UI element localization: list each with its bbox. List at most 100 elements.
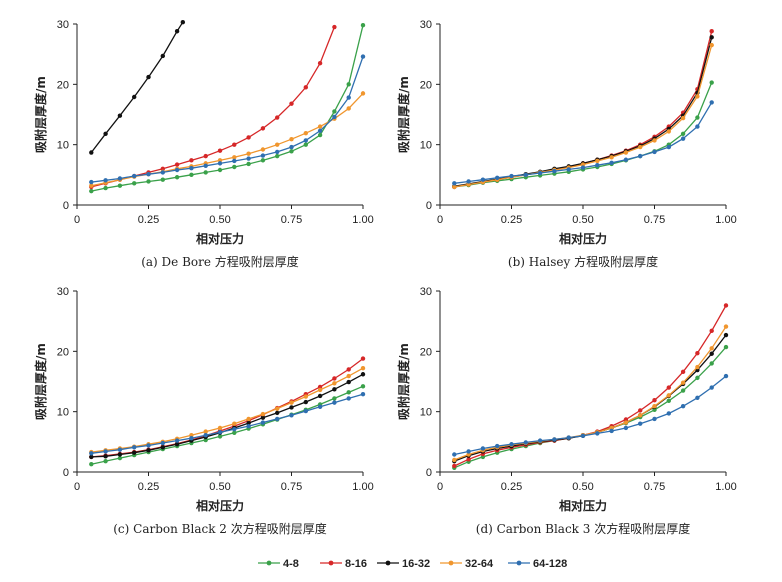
data-point: [509, 173, 514, 179]
x-tick-label: 1.00: [352, 481, 373, 493]
series-line: [454, 346, 727, 469]
x-tick-label: 0.75: [281, 214, 302, 226]
data-point: [638, 421, 643, 426]
x-tick-label: 0.50: [572, 481, 593, 493]
data-point: [146, 172, 151, 177]
legend-item-32-64: 32-64: [440, 558, 494, 570]
data-point: [232, 158, 237, 164]
x-tick-label: 0: [74, 481, 80, 493]
legend-marker: [385, 560, 391, 566]
data-point: [217, 167, 223, 173]
data-point: [160, 440, 165, 446]
data-point: [360, 384, 366, 389]
data-point: [537, 170, 543, 176]
data-point: [89, 179, 94, 185]
data-point: [132, 173, 137, 179]
series-64-128: [89, 391, 366, 456]
data-point: [174, 162, 180, 167]
data-point: [666, 398, 671, 404]
data-point: [580, 162, 586, 167]
data-point: [89, 188, 94, 194]
data-point: [289, 149, 294, 154]
data-point: [160, 166, 165, 171]
chart-caption: (b) Halsey 方程吸附层厚度: [508, 254, 658, 269]
data-point: [189, 436, 194, 441]
data-point: [680, 380, 686, 385]
data-point: [638, 408, 643, 413]
data-point: [552, 169, 557, 174]
data-point: [709, 328, 714, 334]
data-point: [89, 451, 94, 456]
data-point: [638, 144, 643, 150]
data-point: [666, 385, 671, 390]
series-line: [91, 358, 364, 458]
data-point: [360, 356, 366, 361]
data-point: [260, 147, 266, 152]
data-point: [695, 395, 700, 400]
y-tick-label: 20: [420, 79, 432, 91]
data-point: [652, 407, 657, 413]
legend-marker: [266, 560, 272, 566]
x-tick-label: 1.00: [352, 214, 373, 226]
data-point: [246, 416, 251, 422]
legend-label: 4-8: [283, 558, 299, 570]
data-point: [174, 175, 180, 180]
data-point: [132, 445, 137, 450]
legend-label: 16-32: [402, 558, 430, 570]
data-point: [103, 178, 108, 183]
data-point: [246, 420, 251, 426]
x-tick-label: 0.50: [209, 481, 230, 493]
data-point: [360, 54, 366, 59]
chart-panel-4: 0 0.25 0.50 0.75 1.00 0 10 20 30 相对压力 吸附层厚度/m (d) C…: [396, 286, 737, 536]
series-line: [454, 326, 727, 461]
y-tick-label: 20: [57, 346, 69, 358]
series-line: [91, 367, 364, 453]
data-point: [117, 176, 123, 181]
data-point: [246, 423, 251, 429]
data-point: [117, 452, 123, 457]
data-point: [332, 387, 337, 392]
series-4-8: [89, 23, 366, 194]
data-point: [623, 157, 629, 162]
data-point: [160, 177, 165, 182]
data-point: [303, 85, 308, 90]
data-point: [89, 183, 94, 188]
data-point: [232, 142, 237, 147]
data-point: [317, 124, 323, 129]
data-point: [275, 115, 280, 120]
y-tick-label: 30: [57, 286, 69, 298]
data-point: [246, 161, 251, 167]
data-point: [89, 454, 94, 460]
legend-item-8-16: 8-16: [320, 558, 367, 570]
legend-label: 32-64: [465, 558, 494, 570]
series-line: [91, 25, 364, 192]
data-point: [260, 420, 266, 425]
data-point: [289, 413, 294, 418]
data-point: [452, 181, 457, 186]
data-point: [160, 445, 165, 450]
data-point: [275, 406, 280, 411]
data-point: [723, 344, 729, 350]
data-point: [203, 429, 208, 434]
x-axis-label: 相对压力: [196, 498, 244, 513]
data-point: [203, 170, 208, 175]
data-point: [709, 29, 714, 34]
data-point: [160, 170, 165, 175]
data-point: [680, 115, 686, 121]
data-point: [452, 457, 457, 463]
data-point: [652, 398, 657, 403]
data-point: [466, 452, 471, 457]
x-tick-label: 0.50: [209, 214, 230, 226]
data-point: [289, 400, 294, 405]
data-point: [509, 442, 514, 447]
x-tick-label: 0.25: [138, 214, 159, 226]
chart-caption: (a) De Bore 方程吸附层厚度: [141, 254, 299, 269]
data-point: [303, 138, 308, 143]
data-point: [217, 425, 223, 431]
x-tick-label: 1.00: [715, 214, 736, 226]
data-point: [275, 149, 280, 155]
data-point: [174, 167, 180, 173]
data-point: [709, 35, 714, 40]
data-point: [117, 113, 123, 118]
data-point: [666, 393, 671, 398]
